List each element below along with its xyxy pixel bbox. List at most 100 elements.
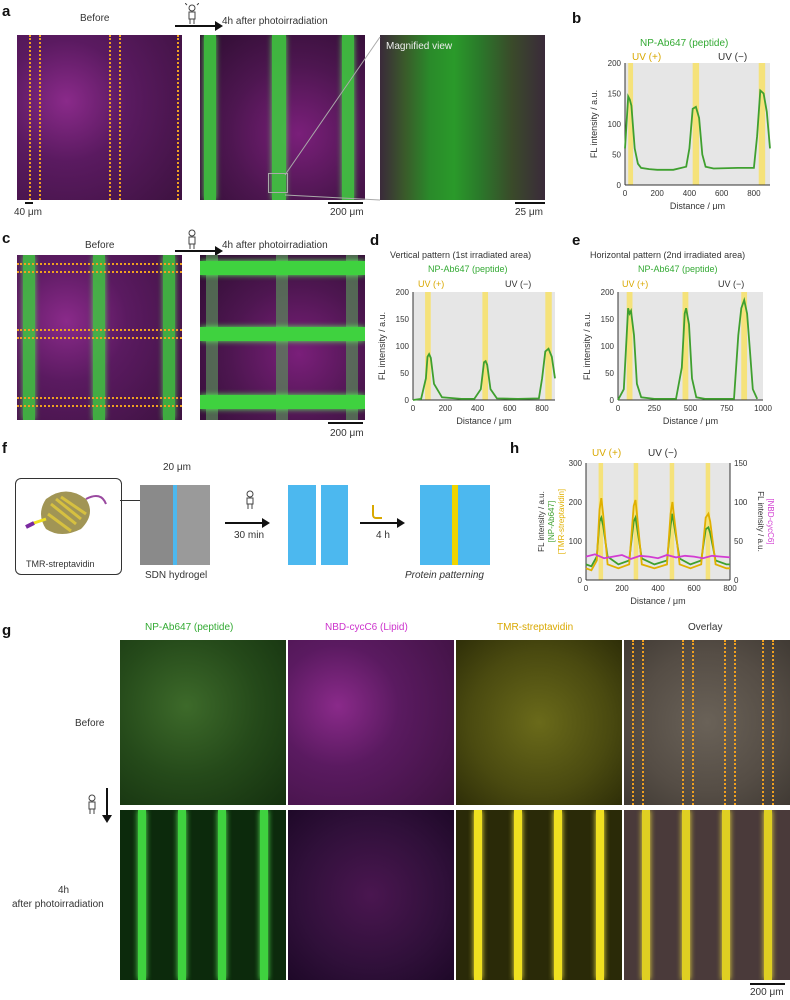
series-line-1	[585, 513, 730, 568]
y-axis-label-left-1: FL intensity / a.u.	[537, 491, 546, 552]
col-header-2: NBD-cycC6 (Lipid)	[325, 622, 408, 633]
uv-band	[705, 463, 711, 580]
panel-label-c: c	[2, 230, 11, 247]
arrow-head-f2	[397, 518, 405, 528]
magnified-label: Magnified view	[386, 41, 453, 52]
y-tick-label-right: 0	[734, 576, 739, 585]
y-axis-label-left-3: [TMR-streptavidin]	[557, 489, 566, 554]
x-tick-label: 800	[747, 189, 761, 198]
chart-e: 0 250 500 750 1000 0 50 100 150 200 Distance / μm F…	[582, 288, 772, 426]
protein-icon-small	[372, 505, 382, 519]
y-axis-label-right-1: FL intensity / a.u.	[756, 491, 765, 552]
uv-band	[545, 292, 552, 400]
panel-label-h: h	[510, 440, 520, 457]
scale-bar-c	[328, 422, 363, 424]
y-tick-label: 100	[608, 120, 622, 129]
uv-band	[741, 292, 748, 400]
col-header-4: Overlay	[688, 622, 723, 633]
series-line-1	[412, 347, 556, 401]
y-tick-label: 150	[396, 315, 410, 324]
scale-bar-g	[750, 983, 785, 985]
uv-lamp-icon	[184, 2, 200, 25]
result-label: Protein patterning	[405, 570, 484, 581]
uv-band	[692, 63, 700, 185]
x-tick-label: 250	[648, 404, 662, 413]
x-tick-label: 600	[503, 404, 517, 413]
y-axis-label-left-2: [NP-Ab647]	[547, 501, 556, 542]
series-line-3	[585, 553, 731, 560]
x-tick-label: 750	[720, 404, 734, 413]
callout-line	[120, 500, 141, 521]
panel-c-after-label: 4h after photoirradiation	[222, 240, 328, 251]
panel-label-f: f	[2, 440, 7, 457]
x-tick-label: 400	[651, 584, 665, 593]
protein-label: TMR-streptavidin	[26, 559, 95, 569]
uv-band	[758, 63, 766, 185]
col-header-1: NP-Ab647 (peptide)	[145, 622, 234, 633]
y-tick-label: 300	[569, 459, 583, 468]
scale-bar-a2	[328, 202, 363, 204]
x-tick-label: 0	[623, 189, 628, 198]
scale-label-a2: 200 μm	[330, 207, 364, 218]
panel-d-uv-plus: UV (+)	[418, 279, 445, 289]
row-label-after-2: after photoirradiation	[12, 899, 104, 910]
series-line-1	[617, 296, 759, 401]
x-axis-label: Distance / μm	[670, 201, 725, 210]
y-tick-label: 100	[396, 342, 410, 351]
arrow-head-g	[102, 815, 112, 823]
g-after-np-ab647	[120, 810, 286, 980]
panel-d-series-title: NP-Ab647 (peptide)	[428, 264, 508, 274]
x-tick-label: 600	[715, 189, 729, 198]
uv-band	[682, 292, 689, 400]
x-tick-label: 0	[411, 404, 416, 413]
scale-label-g: 200 μm	[750, 987, 784, 998]
arrow-g	[106, 788, 108, 818]
width-label: 20 μm	[163, 462, 191, 473]
arrow-f2	[360, 522, 400, 524]
y-tick-label: 200	[608, 60, 622, 68]
y-tick-label: 200	[569, 498, 583, 507]
uv-band	[482, 292, 489, 400]
uv-lamp-icon-c	[185, 228, 199, 250]
y-tick-label: 100	[569, 537, 583, 546]
panel-e-title: Horizontal pattern (2nd irradiated area)	[590, 250, 746, 260]
uv-lamp-icon-g	[85, 793, 99, 815]
scale-bar-a3	[515, 202, 545, 204]
y-axis-label-right-2: [NBD-cycC6]	[766, 498, 775, 544]
y-axis-label: FL intensity / a.u.	[582, 312, 592, 380]
panel-a-after-label: 4h after photoirradiation	[222, 16, 328, 27]
y-tick-label: 100	[601, 342, 615, 351]
x-tick-label: 400	[683, 189, 697, 198]
panel-label-e: e	[572, 232, 581, 249]
y-axis-label: FL intensity / a.u.	[589, 90, 599, 158]
y-tick-label-right: 100	[734, 498, 748, 507]
panel-label-d: d	[370, 232, 380, 249]
uv-lamp-icon-f	[244, 490, 256, 510]
x-axis-label: Distance / μm	[630, 596, 685, 606]
scale-bar-a1	[25, 202, 33, 204]
panel-h-uv-plus: UV (+)	[592, 448, 622, 459]
panel-e-series-title: NP-Ab647 (peptide)	[638, 264, 718, 274]
x-tick-label: 800	[723, 584, 737, 593]
y-tick-label: 50	[605, 369, 614, 378]
protein-ribbon-icon	[25, 491, 107, 534]
g-after-overlay	[624, 810, 790, 980]
chart-h: 0 200 400 600 8000100200300050100150Distance…	[537, 459, 775, 606]
panel-label-b: b	[572, 10, 582, 27]
hydrogel-label: SDN hydrogel	[145, 570, 208, 581]
panel-b-uv-plus: UV (+)	[632, 52, 662, 63]
y-tick-label: 0	[578, 576, 583, 585]
gel-after-uv	[288, 485, 348, 565]
row-label-before: Before	[75, 718, 105, 729]
zoom-box	[268, 173, 288, 193]
panel-a-before-label: Before	[80, 13, 110, 24]
y-tick-label-right: 150	[734, 459, 748, 468]
protein-structure-box: TMR-streptavidin	[15, 478, 122, 575]
x-tick-label: 200	[651, 189, 665, 198]
x-tick-label: 800	[535, 404, 549, 413]
row-label-after-1: 4h	[58, 885, 70, 896]
chart-b: 0 200 400 600 800 0 50 100 150 200 Distance / μm FL…	[589, 60, 771, 210]
y-tick-label-right: 50	[734, 537, 743, 546]
zoom-lines	[284, 36, 381, 201]
